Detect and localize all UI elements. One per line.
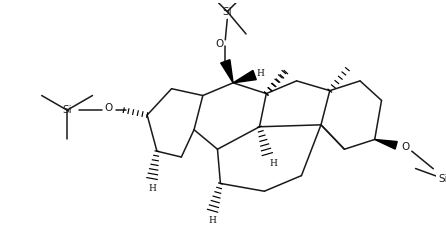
Text: H: H <box>148 184 156 193</box>
Text: Si: Si <box>223 7 232 16</box>
Text: H: H <box>256 69 264 78</box>
Text: H: H <box>269 159 277 168</box>
Text: O: O <box>402 142 410 152</box>
Polygon shape <box>375 139 397 149</box>
Polygon shape <box>233 70 256 83</box>
Text: Si: Si <box>438 173 446 184</box>
Text: Si: Si <box>62 105 72 115</box>
Polygon shape <box>221 60 233 83</box>
Text: O: O <box>215 39 223 49</box>
Text: O: O <box>104 103 112 113</box>
Text: H: H <box>209 216 217 225</box>
